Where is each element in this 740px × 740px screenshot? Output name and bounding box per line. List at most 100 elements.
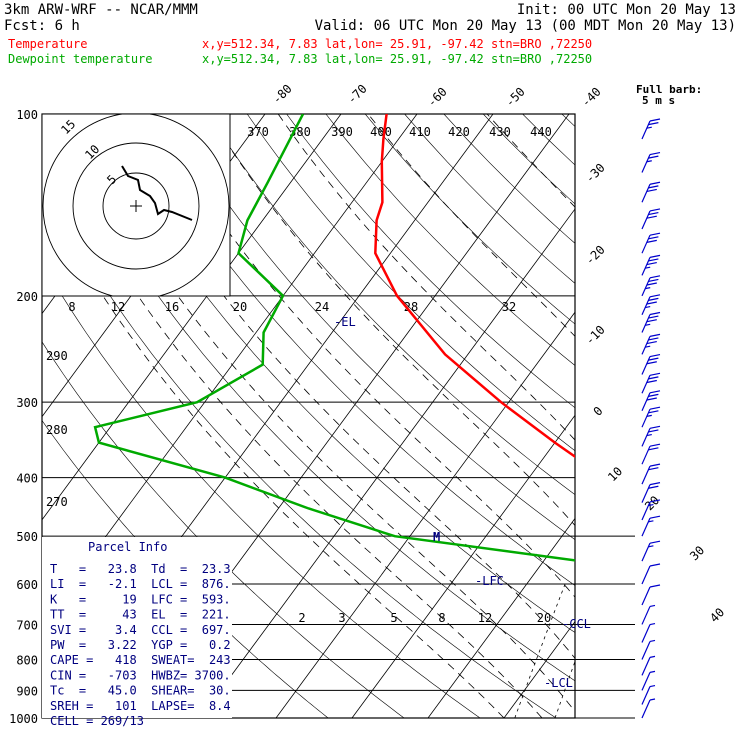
sounding-curves — [93, 114, 575, 562]
parcel-info-row: T = 23.8 Td = 23.3 — [50, 562, 231, 576]
parcel-info-row: LI = -2.1 LCL = 876. — [50, 577, 231, 591]
dry-adiabat — [443, 114, 575, 244]
mixing-ratio-line — [514, 583, 566, 718]
theta-side-label: 280 — [46, 423, 68, 437]
wind-barb — [641, 604, 656, 625]
barb-flag — [649, 275, 661, 279]
wind-barb — [641, 406, 661, 428]
barb-flag — [646, 188, 657, 193]
parcel-info-row: CAPE = 418 SWEAT= 243 — [50, 653, 231, 667]
wind-barb — [641, 698, 656, 719]
moist-adiabat — [69, 114, 575, 713]
barb-half — [649, 698, 656, 701]
barb-flag — [648, 211, 659, 216]
barb-half — [649, 622, 656, 626]
barb-staff — [641, 120, 651, 140]
barb-flag — [646, 301, 657, 305]
dry-adiabat — [207, 114, 575, 496]
barb-half — [649, 639, 656, 643]
parcel-info-row: SVI = 3.4 CCL = 697. — [50, 623, 231, 637]
legend-temperature: Temperature — [8, 37, 87, 51]
wind-barb — [641, 254, 661, 276]
barb-flag — [649, 443, 661, 447]
barb-flag — [649, 181, 661, 185]
barb-flag — [649, 390, 661, 394]
theta-label: 400 — [370, 125, 392, 139]
barb-flag — [648, 357, 659, 361]
barb-staff — [641, 375, 651, 394]
wind-barb — [641, 655, 656, 676]
pressure-label: 700 — [16, 618, 38, 632]
pressure-label: 1000 — [9, 712, 38, 726]
wind-barb — [641, 684, 656, 705]
barb-staff — [641, 234, 651, 254]
parcel-info-box: Parcel Info T = 23.8 Td = 23.3LI = -2.1 … — [42, 537, 232, 728]
dry-adiabat — [128, 114, 575, 586]
barb-staff — [641, 672, 651, 691]
wind-barb — [641, 443, 661, 465]
barb-half — [645, 323, 651, 326]
legend-dewpoint: Dewpoint temperature — [8, 52, 153, 66]
wind-barb — [641, 670, 656, 691]
wind-barb — [641, 499, 661, 521]
barb-flag — [649, 151, 661, 156]
barb-flag — [648, 410, 659, 414]
barb-staff — [641, 686, 651, 705]
barb-staff — [641, 699, 651, 719]
barb-flag — [649, 540, 661, 544]
barb-flag — [648, 376, 659, 380]
barb-staff — [641, 296, 651, 316]
dry-adiabat — [601, 114, 740, 718]
barb-flag — [649, 499, 661, 503]
isotherm-line — [656, 114, 740, 718]
barb-flag — [649, 515, 661, 519]
barb-flag — [649, 372, 661, 376]
barb-flag — [648, 155, 659, 159]
wind-barb — [641, 540, 661, 562]
wind-barb — [641, 463, 661, 485]
pressure-label: 800 — [16, 653, 38, 667]
isotherm-line — [503, 620, 575, 718]
barb-flag — [648, 393, 659, 397]
isotherm-label: -20 — [583, 243, 608, 268]
barb-staff — [641, 257, 651, 276]
dry-adiabat — [680, 114, 740, 718]
barb-flag — [649, 311, 661, 316]
barb-half — [645, 287, 651, 290]
isotherm-line — [199, 208, 575, 718]
isotherm-line — [732, 114, 740, 718]
annot-ccl: -CCL — [562, 617, 591, 631]
moist-adiabat — [42, 124, 543, 718]
barb-half — [646, 414, 652, 417]
parcel-info-row: K = 19 LFC = 593. — [50, 592, 231, 606]
parcel-info-row: SREH = 101 LAPSE= 8.4 — [50, 699, 231, 713]
barb-half — [645, 266, 651, 269]
dewpoint-curve — [93, 114, 575, 562]
wind-barb — [641, 181, 661, 203]
mixing-ratio-line — [608, 584, 653, 718]
barb-half — [645, 306, 651, 309]
hodo-speed-tick: 20 — [233, 300, 247, 314]
legend-dewpoint-info: x,y=512.34, 7.83 lat,lon= 25.91, -97.42 … — [202, 52, 592, 66]
pressure-label: 300 — [16, 396, 38, 410]
moist-adiabat — [644, 114, 740, 718]
barb-staff — [641, 356, 651, 375]
barb-staff — [641, 624, 651, 643]
pressure-label: 600 — [16, 578, 38, 592]
hodo-speed-tick: 24 — [315, 300, 329, 314]
hodo-speed-tick: 8 — [68, 300, 75, 314]
dry-adiabat — [482, 114, 575, 205]
wind-barb — [641, 275, 661, 297]
theta-side-label: 270 — [46, 495, 68, 509]
mixing-ratio-line — [707, 584, 740, 718]
isotherm-label: -50 — [503, 85, 528, 110]
dry-adiabat — [719, 114, 740, 718]
barb-flag — [649, 254, 661, 258]
barb-flag — [649, 118, 661, 122]
barb-staff — [641, 565, 651, 585]
isotherm-label: -30 — [583, 161, 608, 186]
barb-staff — [641, 657, 651, 676]
